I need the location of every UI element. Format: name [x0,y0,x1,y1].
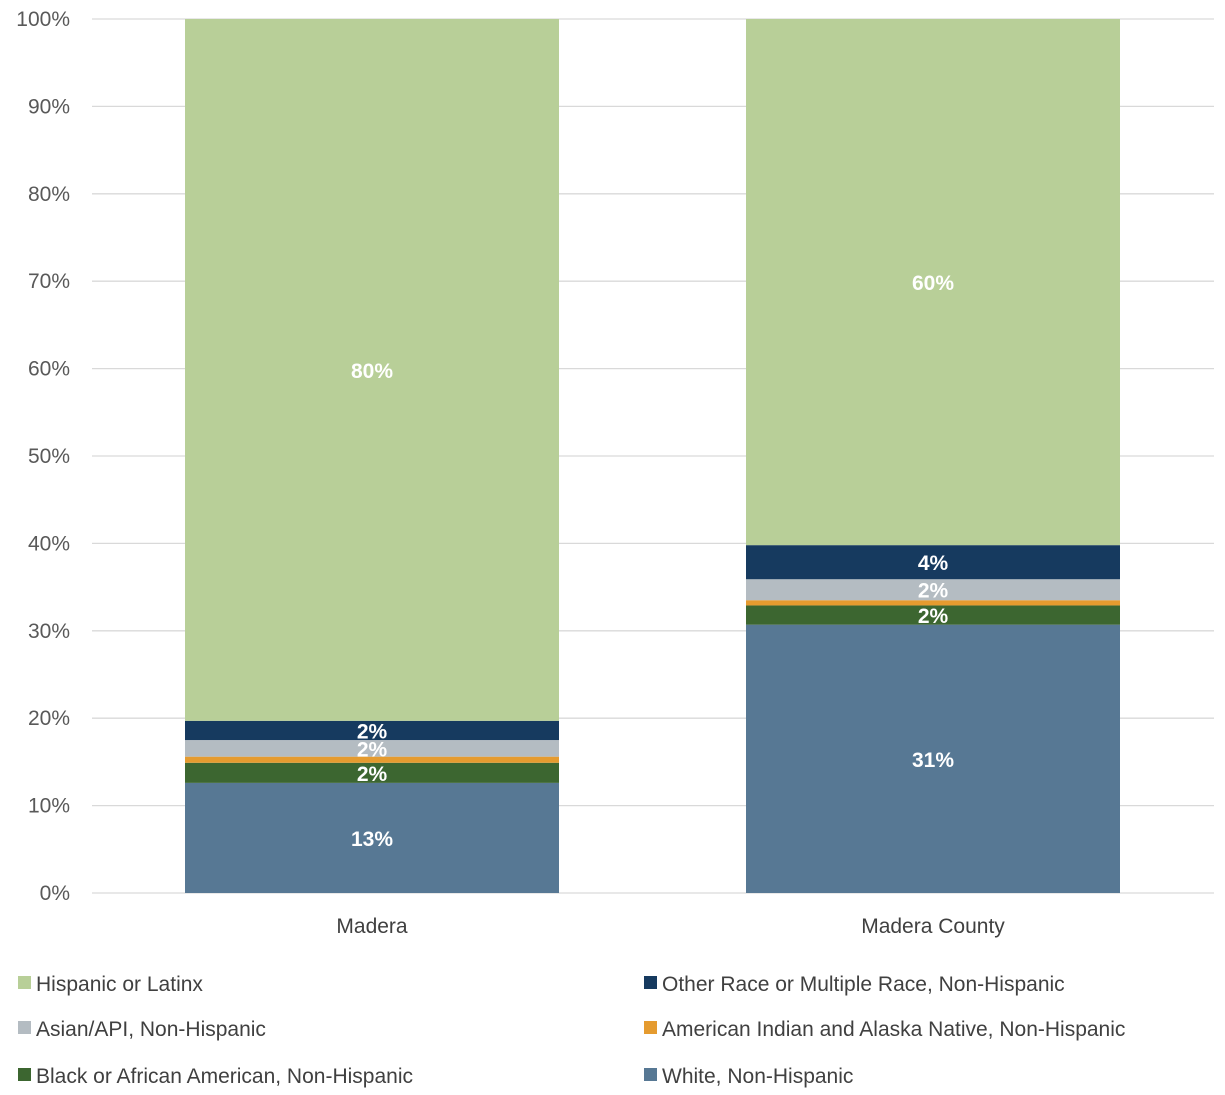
y-tick-label: 0% [40,882,70,905]
bar-segment-black-or-african-american-non-hispanic [746,605,1120,625]
x-category-label: Madera County [861,915,1005,938]
x-axis: Madera Madera County [336,915,1005,938]
y-tick-label: 20% [28,707,70,730]
data-label: 13% [351,828,393,851]
data-label: 2% [357,738,388,761]
data-label: 2% [357,763,388,786]
bar-segment-black-or-african-american-non-hispanic [185,762,559,783]
legend-item-black-or-african-american-non-hispanic: Black or African American, Non-Hispanic [18,1065,413,1088]
bar-segment-hispanic-or-latinx [185,19,559,721]
legend-label: Hispanic or Latinx [36,973,203,996]
y-tick-label: 90% [28,95,70,118]
bar-segment-american-indian-and-alaska-native-non-hispanic [746,600,1120,606]
y-tick-label: 60% [28,358,70,381]
data-label: 80% [351,360,393,383]
y-tick-label: 80% [28,183,70,206]
legend-swatch [18,976,31,989]
bar-segment-american-indian-and-alaska-native-non-hispanic [185,756,559,763]
data-label: 4% [918,552,949,575]
legend-swatch [644,1021,657,1034]
legend-swatch [18,1021,31,1034]
legend-item-hispanic-or-latinx: Hispanic or Latinx [18,973,203,996]
y-axis: 0% 10% 20% 30% 40% 50% 60% 70% 80% 90% 100% [16,8,70,905]
legend-swatch [644,1068,657,1081]
legend-label: Black or African American, Non-Hispanic [36,1065,413,1088]
bar-segment-other-race-or-multiple-race-non-hispanic [746,545,1120,580]
bar-segment-asian-api-non-hispanic [185,740,559,757]
legend-label: Asian/API, Non-Hispanic [36,1018,266,1041]
y-tick-label: 40% [28,532,70,555]
bar-segment-hispanic-or-latinx [746,19,1120,546]
legend-item-other-race-or-multiple-race-non-hispanic: Other Race or Multiple Race, Non-Hispani… [644,973,1065,996]
bar-segment-asian-api-non-hispanic [746,579,1120,601]
y-tick-label: 10% [28,795,70,818]
y-tick-label: 70% [28,270,70,293]
data-label: 31% [912,749,954,772]
legend-swatch [644,976,657,989]
data-labels: 13%2%2%2%80%31%2%2%4%60% [351,272,954,851]
legend-label: American Indian and Alaska Native, Non-H… [662,1018,1125,1041]
legend: Hispanic or Latinx Other Race or Multiple… [18,973,1125,1088]
bar-segment-white-non-hispanic [746,624,1120,893]
y-tick-label: 30% [28,620,70,643]
bars [185,19,1120,893]
data-label: 60% [912,272,954,295]
bar-segment-white-non-hispanic [185,782,559,893]
bar-segment-other-race-or-multiple-race-non-hispanic [185,720,559,741]
legend-label: Other Race or Multiple Race, Non-Hispani… [662,973,1065,996]
legend-label: White, Non-Hispanic [662,1065,853,1088]
legend-item-american-indian-and-alaska-native-non-hispanic: American Indian and Alaska Native, Non-H… [644,1018,1125,1041]
y-tick-label: 100% [16,8,70,31]
data-label: 2% [918,580,949,603]
legend-swatch [18,1068,31,1081]
legend-item-asian-api-non-hispanic: Asian/API, Non-Hispanic [18,1018,266,1041]
legend-item-white-non-hispanic: White, Non-Hispanic [644,1065,853,1088]
data-label: 2% [357,720,388,743]
y-tick-label: 50% [28,445,70,468]
x-category-label: Madera [336,915,408,938]
data-label: 2% [918,605,949,628]
